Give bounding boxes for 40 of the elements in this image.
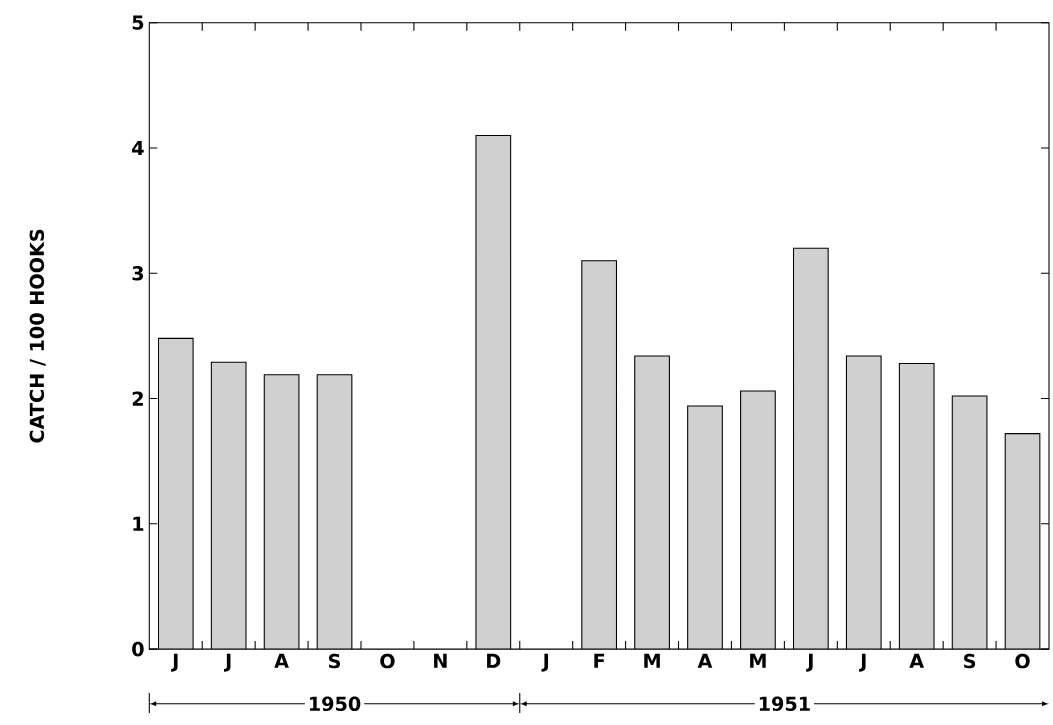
text: 1951 <box>759 696 810 711</box>
x-tick-label: F <box>594 653 605 668</box>
bar <box>634 355 670 650</box>
x-tick-label: A <box>909 653 925 668</box>
bar <box>1004 433 1041 650</box>
x-tick-label: A <box>274 653 289 668</box>
bar <box>898 362 935 650</box>
x-tick-label: O <box>1015 653 1030 669</box>
x-tick-label: J <box>541 653 549 672</box>
x-tick-label: J <box>859 653 866 672</box>
x-tick-label: J <box>224 653 231 672</box>
bar <box>687 405 723 650</box>
x-tick-label: J <box>171 653 178 672</box>
bar <box>158 338 194 650</box>
bar <box>845 355 882 650</box>
bar <box>792 247 829 650</box>
bar <box>740 390 776 650</box>
bar <box>317 374 352 650</box>
x-tick-label: A <box>697 653 713 668</box>
y-tick-label: 4 <box>132 140 144 155</box>
y-tick-label: 5 <box>132 15 144 30</box>
bar <box>951 395 988 650</box>
y-tick-label: 2 <box>132 391 143 406</box>
x-tick-label: M <box>644 653 660 668</box>
y-tick-label: 1 <box>133 516 144 531</box>
x-tick-label: D <box>487 653 501 668</box>
text: 1950 <box>309 696 361 711</box>
x-tick-label: O <box>380 653 395 669</box>
bar <box>264 374 299 650</box>
x-tick-label: N <box>434 653 447 668</box>
x-tick-label: M <box>750 653 766 668</box>
x-tick-label: S <box>964 653 976 669</box>
x-tick-label: S <box>328 653 341 669</box>
y-axis-title: CATCH / 100 HOOKS <box>29 229 46 443</box>
y-tick-label: 0 <box>132 641 144 657</box>
bar <box>581 260 618 650</box>
y-tick-label: 3 <box>132 265 144 281</box>
bar <box>211 362 247 650</box>
bar <box>475 134 512 650</box>
x-tick-label: J <box>806 653 813 672</box>
